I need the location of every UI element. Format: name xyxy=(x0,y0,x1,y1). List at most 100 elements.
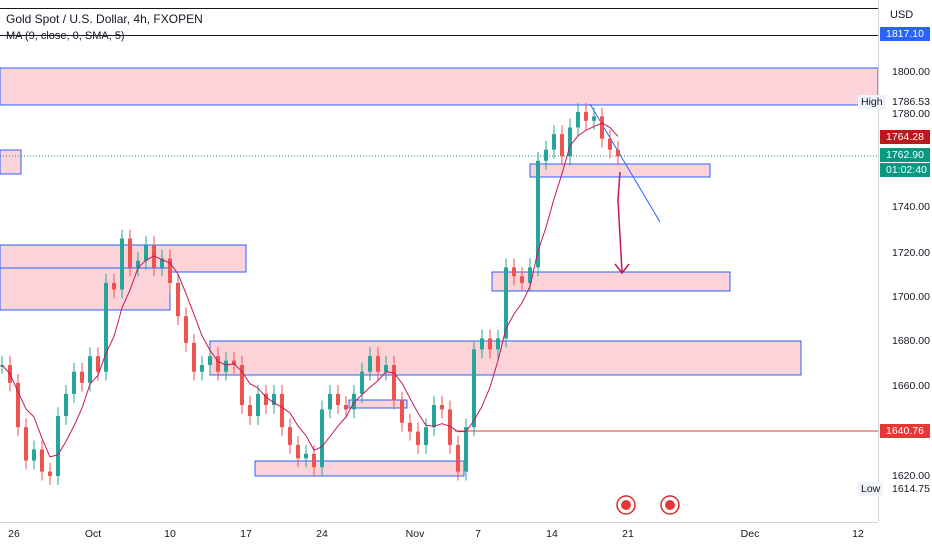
supply-demand-zone xyxy=(348,399,408,409)
bar-countdown-badge: 01:02:40 xyxy=(880,163,930,177)
candle-body xyxy=(72,371,76,394)
candle-body xyxy=(192,342,196,372)
price-tick: 1780.00 xyxy=(892,108,930,120)
candle-body xyxy=(504,267,508,339)
candle-body xyxy=(216,356,220,372)
candle-body xyxy=(536,160,540,268)
candle-body xyxy=(296,444,300,459)
candle-body xyxy=(336,393,340,405)
candle-body xyxy=(312,453,316,468)
candle-body xyxy=(272,393,276,405)
candle-body xyxy=(472,349,476,428)
candle-body xyxy=(400,400,404,423)
candle-body xyxy=(48,471,52,477)
candle-body xyxy=(256,393,260,417)
prev-close-badge: 1764.28 xyxy=(880,130,930,144)
candle-body xyxy=(456,444,460,472)
time-label: 21 xyxy=(622,528,634,540)
time-axis[interactable] xyxy=(0,522,878,551)
time-label: Dec xyxy=(740,528,760,540)
time-label: 10 xyxy=(164,528,176,540)
candle-body xyxy=(40,449,44,472)
candle-body xyxy=(376,356,380,372)
horizontal-line-badge: 1640.76 xyxy=(880,424,930,438)
candle-body xyxy=(120,238,124,290)
price-tick: 1800.00 xyxy=(892,66,930,78)
time-label: Nov xyxy=(405,528,425,540)
candle-body xyxy=(616,149,620,157)
candle-body xyxy=(128,238,132,268)
time-label: 7 xyxy=(475,528,481,540)
projection-arrow xyxy=(617,171,623,273)
candle-body xyxy=(320,409,324,468)
candle-body xyxy=(96,356,100,372)
candle-body xyxy=(328,393,332,410)
supply-demand-zone xyxy=(0,267,171,311)
candle-body xyxy=(0,365,4,367)
candle-body xyxy=(440,405,444,410)
candle-body xyxy=(608,138,612,150)
candle-body xyxy=(568,127,572,157)
candle-body xyxy=(112,282,116,290)
candle-body xyxy=(208,356,212,366)
supply-demand-zone xyxy=(0,149,22,175)
time-label: 26 xyxy=(8,528,20,540)
candle-body xyxy=(232,360,236,366)
candle-body xyxy=(528,267,532,283)
candle-body xyxy=(224,360,228,372)
symbol-title[interactable]: Gold Spot / U.S. Dollar, 4h, FXOPEN xyxy=(6,12,203,26)
candle-body xyxy=(432,405,436,428)
time-label: Oct xyxy=(84,528,102,540)
candle-body xyxy=(416,431,420,445)
candle-body xyxy=(448,409,452,445)
price-tick: 1740.00 xyxy=(892,201,930,213)
candle-body xyxy=(24,427,28,461)
candle-body xyxy=(248,405,252,417)
candle-body xyxy=(480,338,484,350)
time-label: 12 xyxy=(852,528,864,540)
candle-body xyxy=(16,382,20,428)
supply-demand-zone xyxy=(0,67,879,106)
candle-body xyxy=(88,356,92,383)
price-tick: 1700.00 xyxy=(892,291,930,303)
candle-body xyxy=(304,453,308,459)
candle-body xyxy=(32,449,36,461)
high-label: High xyxy=(858,95,886,109)
price-tick: 1660.00 xyxy=(892,380,930,392)
candle-body xyxy=(560,134,564,157)
candle-body xyxy=(184,316,188,343)
time-label: 14 xyxy=(546,528,558,540)
candle-body xyxy=(144,245,148,261)
candle-body xyxy=(240,365,244,405)
candle-body xyxy=(160,258,164,268)
candle-body xyxy=(488,338,492,350)
candle-body xyxy=(384,365,388,372)
candle-body xyxy=(176,282,180,317)
candle-body xyxy=(264,393,268,405)
candle-body xyxy=(512,267,516,277)
candle-body xyxy=(104,282,108,372)
low-label: Low xyxy=(858,482,884,496)
ma-indicator-label[interactable]: MA (9, close, 0, SMA, 5) xyxy=(6,30,125,42)
candle-body xyxy=(136,260,140,268)
candle-body xyxy=(280,393,284,428)
time-label: 17 xyxy=(240,528,252,540)
candle-body xyxy=(344,405,348,410)
price-tick: 1620.00 xyxy=(892,470,930,482)
candle-body xyxy=(552,134,556,150)
candle-body xyxy=(168,258,172,283)
price-tick: 1720.00 xyxy=(892,247,930,259)
event-flag-icon xyxy=(665,500,675,510)
chart-header xyxy=(0,8,878,36)
candle-body xyxy=(288,427,292,445)
candle-body xyxy=(368,356,372,372)
candle-body xyxy=(392,365,396,401)
candle-body xyxy=(80,371,84,383)
price-axis[interactable] xyxy=(878,0,932,522)
low-value: 1614.75 xyxy=(892,483,930,495)
candle-body xyxy=(408,422,412,432)
candle-body xyxy=(496,338,500,350)
candle-body xyxy=(600,116,604,139)
